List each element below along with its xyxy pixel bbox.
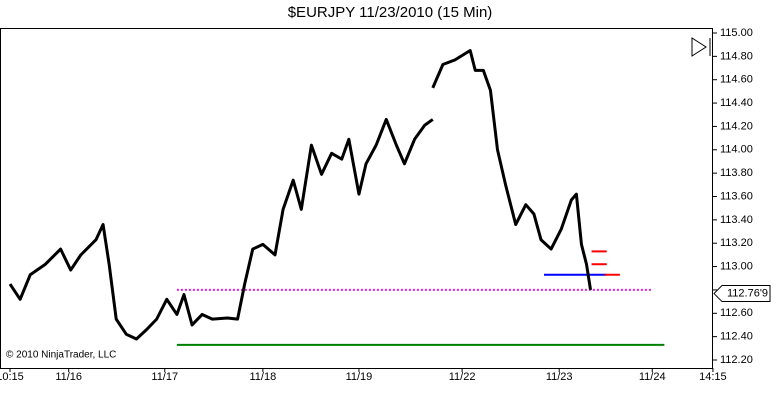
y-tick-label: 113.80 [720, 167, 753, 179]
y-tick-label: 114.00 [720, 144, 753, 156]
x-tick-label: 11/23 [546, 371, 573, 383]
chart-title: $EURJPY 11/23/2010 (15 Min) [288, 4, 493, 21]
last-price-label: 112.76'9 [727, 287, 768, 299]
y-tick-label: 113.00 [720, 260, 753, 272]
plot-frame [0, 28, 713, 369]
x-tick-label: 11/18 [250, 371, 277, 383]
y-tick-label: 114.20 [720, 120, 753, 132]
x-tick-label: 11/24 [639, 371, 666, 383]
y-tick-label: 115.00 [720, 27, 753, 39]
play-triangle[interactable] [691, 37, 707, 57]
x-tick-label: 11/19 [346, 371, 373, 383]
x-tick-label: 11/17 [151, 371, 178, 383]
x-tick-label: 14:15 [699, 371, 727, 383]
x-tick-label: 11/22 [449, 371, 476, 383]
price-line [8, 49, 593, 341]
y-tick-label: 114.80 [720, 50, 753, 62]
y-tick-label: 112.40 [720, 331, 753, 343]
x-tick-label: 11/16 [55, 371, 82, 383]
y-tick-label: 114.40 [720, 97, 753, 109]
y-tick-label: 112.60 [720, 307, 753, 319]
x-tick-label: 10:15 [0, 371, 24, 383]
y-tick-label: 112.20 [720, 354, 753, 366]
y-tick-label: 113.20 [720, 237, 753, 249]
watermark: © 2010 NinjaTrader, LLC [6, 350, 116, 361]
play-icon[interactable] [691, 37, 711, 57]
y-tick-label: 113.60 [720, 190, 753, 202]
last-price-marker [713, 285, 771, 303]
y-tick-label: 113.40 [720, 214, 753, 226]
y-tick-label: 114.60 [720, 74, 753, 86]
